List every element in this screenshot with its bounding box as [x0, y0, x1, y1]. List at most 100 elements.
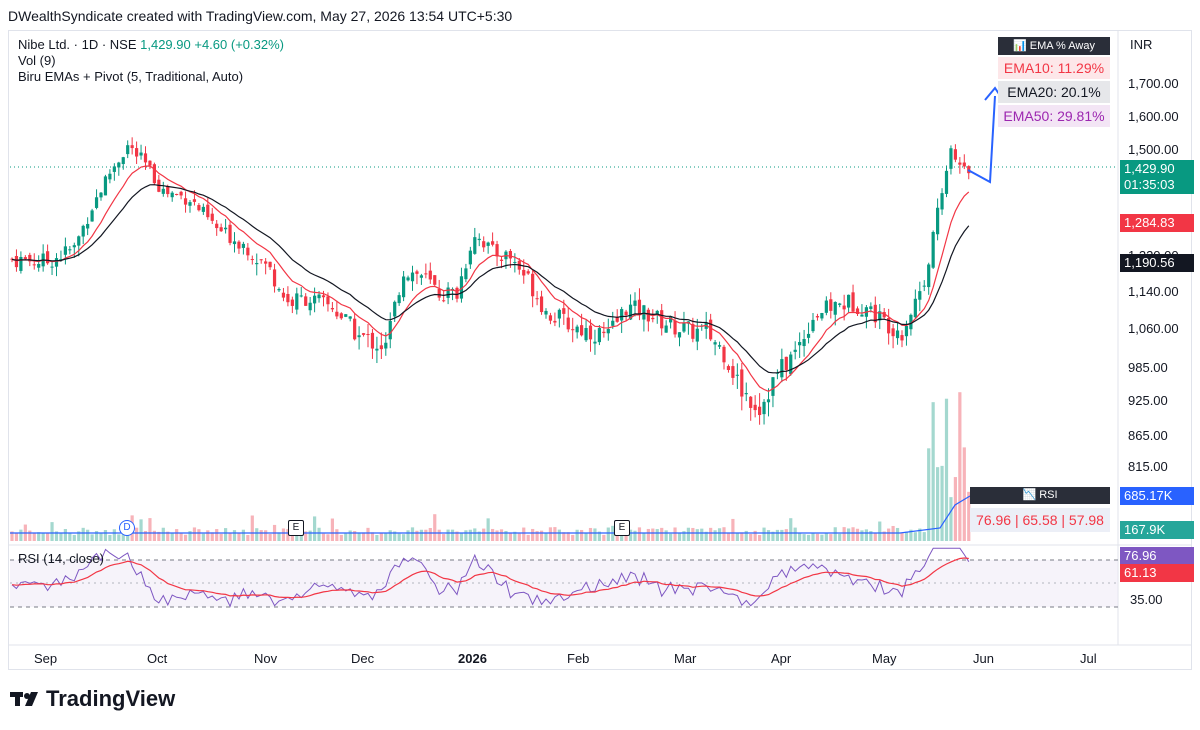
indicator-legend[interactable]: Biru EMAs + Pivot (5, Traditional, Auto) [18, 69, 244, 84]
volume-bar [660, 527, 664, 541]
volume-legend[interactable]: Vol (9) [18, 53, 56, 68]
volume-bar [99, 533, 103, 541]
volume-bar [393, 531, 397, 541]
volume-bar [108, 534, 112, 541]
candle-body [940, 193, 944, 210]
chart-icon: 📉 [1022, 489, 1037, 501]
candle-body [900, 335, 904, 341]
volume-bar [531, 528, 535, 541]
candle-body [313, 295, 317, 304]
candle-body [878, 311, 882, 321]
candle-body [562, 308, 566, 314]
candle-body [304, 296, 308, 306]
volume-ma-line [10, 495, 971, 534]
earnings-event-badge[interactable]: E [288, 520, 304, 536]
candle-body [117, 162, 121, 168]
candle-body [108, 173, 112, 180]
tradingview-logo-icon [10, 692, 38, 706]
volume-bar [802, 534, 806, 541]
candle-body [726, 366, 731, 371]
volume-bar [815, 533, 820, 541]
volume-bar [63, 529, 67, 541]
volume-bar [419, 529, 423, 541]
volume-bar [878, 521, 882, 541]
volume-bar [148, 518, 152, 541]
candle-body [321, 295, 326, 298]
volume-bar [744, 530, 748, 541]
volume-bar [566, 532, 570, 541]
candle-body [419, 275, 423, 278]
volume-bar [428, 528, 432, 541]
candle-body [651, 317, 655, 320]
candle-body [103, 176, 108, 196]
volume-bar [10, 531, 14, 541]
candle-body [753, 404, 757, 411]
candle-body [259, 259, 263, 261]
candle-body [615, 316, 619, 322]
candle-body [531, 273, 535, 297]
tradingview-logo[interactable]: TradingView [10, 686, 175, 712]
candle-body [224, 227, 228, 230]
volume-bar [54, 531, 59, 541]
volume-bar [780, 529, 784, 541]
volume-bar [842, 527, 846, 541]
volume-bar [339, 534, 343, 541]
volume-bar [562, 532, 566, 541]
volume-bar [366, 527, 370, 541]
volume-bar [615, 534, 619, 541]
candle-body [272, 269, 277, 287]
currency-label[interactable]: INR [1130, 37, 1153, 52]
volume-bar [424, 529, 428, 541]
ema20-price-tag: 1,190.56 [1120, 254, 1194, 272]
volume-bar [838, 533, 842, 541]
time-axis-label: Sep [34, 651, 58, 666]
candle-body [437, 288, 441, 298]
price-axis-tick: 985.00 [1128, 360, 1168, 375]
candle-body [740, 369, 744, 397]
volume-bar [962, 447, 966, 541]
candle-body [526, 271, 530, 274]
volume-bar [117, 534, 121, 541]
price-axis-tick: 1,140.00 [1128, 284, 1179, 299]
volume-bar [72, 534, 76, 541]
candle-body [14, 256, 19, 268]
candle-body [330, 308, 334, 310]
volume-bar [482, 528, 486, 541]
volume-bar [32, 533, 36, 541]
volume-bar [375, 534, 379, 541]
volume-bar [491, 528, 495, 541]
volume-bar [539, 530, 544, 541]
volume-bar [442, 534, 446, 541]
candle-body [402, 276, 406, 298]
volume-bar [624, 534, 628, 541]
volume-bar [722, 527, 726, 541]
volume-bar [784, 529, 788, 541]
candle-body [206, 204, 210, 218]
candle-body [833, 301, 837, 315]
volume-bar [882, 531, 886, 541]
volume-bar [250, 515, 254, 541]
candle-body [161, 188, 165, 194]
earnings-event-badge[interactable]: E [614, 520, 630, 536]
volume-bar [637, 527, 642, 541]
rsi-legend[interactable]: RSI (14, close) [18, 551, 104, 566]
candle-body [344, 314, 348, 317]
candle-body [237, 241, 241, 249]
dividend-event-badge[interactable]: D [119, 520, 135, 536]
volume-bar [388, 530, 392, 541]
volume-bar [628, 529, 633, 541]
volume-bar [949, 497, 953, 541]
volume-bar [740, 532, 744, 541]
candle-body [553, 320, 557, 323]
volume-bar [170, 532, 174, 541]
candle-body [717, 345, 722, 347]
volume-bar [646, 528, 650, 541]
candle-body [477, 238, 481, 241]
candle-body [486, 242, 490, 246]
symbol-legend[interactable]: Nibe Ltd. · 1D · NSE 1,429.90 +4.60 (+0.… [18, 37, 284, 53]
candle-body [250, 259, 254, 261]
candle-body [931, 232, 935, 268]
rsi-ma-line [11, 557, 969, 599]
candle-body [201, 206, 205, 212]
